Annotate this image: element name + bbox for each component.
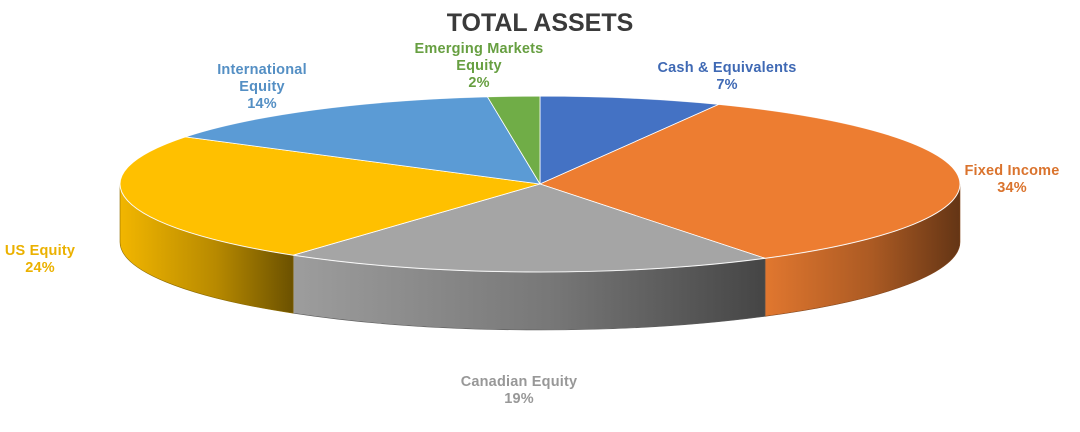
data-label-text: Fixed Income 34%	[964, 163, 1059, 196]
label-name-line: Canadian Equity	[461, 374, 578, 390]
pie-slice-cash-equivalents	[539, 95, 720, 185]
data-label-international-equity: International Equity 14%	[217, 62, 307, 112]
pie-sides	[119, 183, 961, 331]
label-name-line: US Equity	[5, 243, 75, 259]
label-name-line: Equity	[239, 79, 285, 95]
data-label-fixed-income: Fixed Income 34%	[964, 163, 1059, 196]
data-label-text: International Equity 14%	[217, 62, 307, 112]
label-percent: 14%	[247, 96, 277, 112]
label-name-line: International	[217, 62, 307, 78]
label-name-line: Fixed Income	[964, 163, 1059, 179]
data-label-text: Cash & Equivalents 7%	[658, 60, 797, 93]
label-percent: 34%	[997, 180, 1027, 196]
label-percent: 7%	[716, 77, 737, 93]
data-label-text: Canadian Equity 19%	[461, 374, 578, 407]
data-label-emerging-markets-equity: Emerging Markets Equity 2%	[415, 41, 544, 91]
pie-slice-emerging-markets-equity	[486, 95, 541, 185]
label-percent: 19%	[504, 391, 534, 407]
pie-rim	[119, 95, 961, 273]
data-label-us-equity: US Equity 24%	[5, 243, 75, 276]
pie-slice-canadian-equity	[292, 183, 766, 273]
label-percent: 24%	[25, 260, 55, 276]
label-name-line: Emerging Markets	[415, 41, 544, 57]
chart-title: TOTAL ASSETS	[447, 9, 634, 37]
label-percent: 2%	[468, 75, 489, 91]
label-name-line: Cash & Equivalents	[658, 60, 797, 76]
pie-labels: Cash & Equivalents 7% Fixed Income 34% Canad…	[5, 41, 1059, 407]
data-label-canadian-equity: Canadian Equity 19%	[461, 374, 578, 407]
data-label-text: Emerging Markets Equity 2%	[415, 41, 544, 91]
pie-top	[119, 95, 961, 273]
pie-slice-international-equity	[184, 96, 541, 185]
pie-slice-us-equity	[119, 136, 541, 256]
data-label-cash-equivalents: Cash & Equivalents 7%	[658, 60, 797, 93]
pie-slice-fixed-income	[539, 103, 961, 259]
label-name-line: Equity	[456, 58, 502, 74]
data-label-text: US Equity 24%	[5, 243, 75, 276]
